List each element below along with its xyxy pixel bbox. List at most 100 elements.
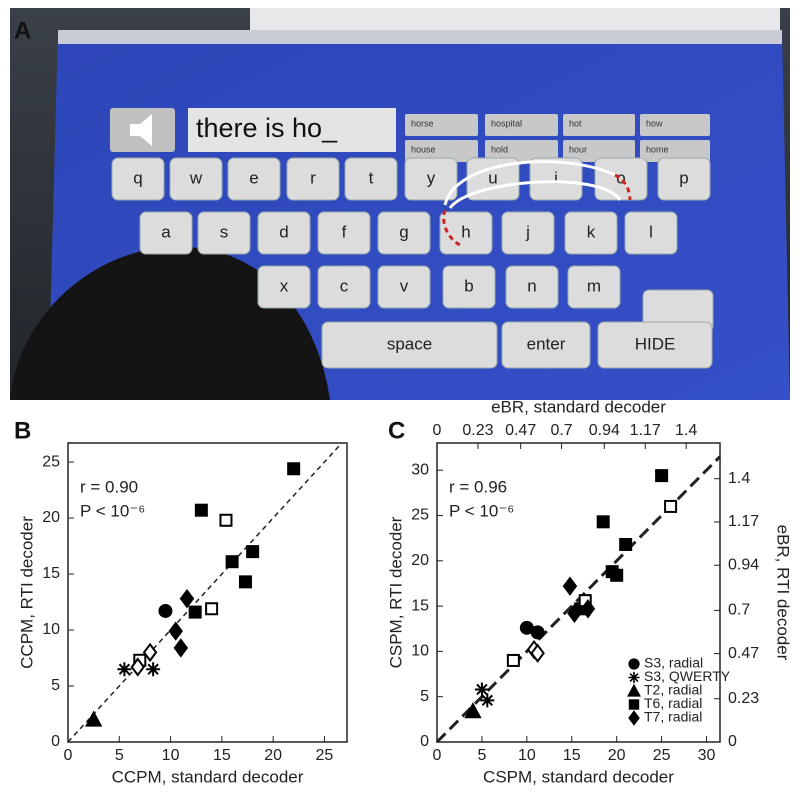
suggestion bbox=[405, 114, 478, 136]
y-tick-label: 25 bbox=[42, 453, 60, 470]
x2-tick-label: 0.47 bbox=[505, 422, 536, 439]
x-tick-label: 5 bbox=[115, 747, 124, 764]
point bbox=[158, 603, 173, 618]
x-axis-label: CCPM, standard decoder bbox=[112, 767, 304, 786]
key-label: g bbox=[399, 222, 408, 241]
x-axis-label: CSPM, standard decoder bbox=[483, 767, 674, 786]
key bbox=[404, 157, 458, 201]
point bbox=[219, 513, 233, 527]
x2-tick-label: 1.4 bbox=[675, 422, 697, 439]
key bbox=[197, 211, 251, 255]
legend-marker bbox=[627, 683, 641, 697]
key bbox=[501, 211, 555, 255]
key-label: enter bbox=[527, 334, 566, 353]
suggestion-label: house bbox=[411, 144, 436, 154]
point bbox=[168, 621, 183, 641]
annotation: P < 10⁻⁶ bbox=[449, 501, 514, 520]
y2-tick-label: 0.23 bbox=[728, 690, 759, 707]
legend-label: S3, radial bbox=[644, 655, 703, 671]
point bbox=[188, 605, 202, 619]
y-tick-label: 20 bbox=[411, 552, 429, 569]
key-label: s bbox=[220, 222, 229, 241]
x-tick-label: 10 bbox=[162, 747, 180, 764]
suggestion-label: home bbox=[646, 144, 669, 154]
key bbox=[344, 157, 398, 201]
key-label: d bbox=[279, 222, 288, 241]
key bbox=[257, 211, 311, 255]
key-label: h bbox=[461, 222, 470, 241]
point bbox=[238, 575, 252, 589]
key bbox=[257, 265, 311, 309]
annotation: r = 0.90 bbox=[80, 477, 138, 496]
key-label: f bbox=[342, 222, 347, 241]
key-label: w bbox=[189, 168, 203, 187]
point bbox=[480, 693, 495, 708]
point bbox=[205, 602, 219, 616]
identity-line bbox=[67, 442, 343, 743]
key bbox=[227, 157, 281, 201]
point bbox=[580, 599, 596, 619]
suggestion bbox=[563, 140, 635, 162]
key-label: k bbox=[587, 222, 596, 241]
key-label: o bbox=[616, 168, 625, 187]
legend-marker bbox=[628, 671, 640, 684]
point bbox=[596, 515, 610, 529]
y-axis-label: CSPM, RTI decoder bbox=[386, 516, 405, 668]
point bbox=[146, 662, 161, 677]
point bbox=[179, 588, 195, 609]
legend-marker bbox=[628, 658, 640, 670]
y-axis-label: CCPM, RTI decoder bbox=[17, 516, 36, 669]
suggestion-label: hold bbox=[491, 144, 508, 154]
point bbox=[225, 555, 239, 569]
point bbox=[474, 682, 489, 697]
x-tick-label: 5 bbox=[477, 747, 486, 764]
x-tick-label: 20 bbox=[608, 747, 626, 764]
suggestion-label: horse bbox=[411, 118, 434, 128]
y2-tick-label: 1.4 bbox=[728, 470, 750, 487]
x-tick-label: 20 bbox=[264, 747, 282, 764]
suggestion-label: how bbox=[646, 118, 663, 128]
key-label: space bbox=[387, 334, 432, 353]
point bbox=[619, 537, 633, 551]
y-tick-label: 5 bbox=[51, 677, 60, 694]
point bbox=[530, 625, 545, 640]
key-label: r bbox=[310, 168, 316, 187]
key-label: y bbox=[427, 168, 436, 187]
key bbox=[505, 265, 559, 309]
panel-label: B bbox=[14, 417, 31, 444]
key bbox=[567, 265, 621, 309]
y-tick-label: 15 bbox=[411, 597, 429, 614]
plot-frame bbox=[67, 442, 348, 743]
key bbox=[139, 211, 193, 255]
y2-tick-label: 0.47 bbox=[728, 645, 759, 662]
y2-tick-label: 1.17 bbox=[728, 513, 759, 530]
key bbox=[317, 265, 371, 309]
key bbox=[317, 211, 371, 255]
x-tick-label: 15 bbox=[213, 747, 231, 764]
x-tick-label: 10 bbox=[518, 747, 536, 764]
y2-tick-label: 0 bbox=[728, 733, 737, 750]
point bbox=[664, 499, 678, 513]
y-tick-label: 0 bbox=[51, 733, 60, 750]
legend-marker bbox=[628, 699, 640, 710]
key-label: u bbox=[488, 168, 497, 187]
suggestion bbox=[563, 114, 635, 136]
x-tick-label: 30 bbox=[698, 747, 716, 764]
point bbox=[562, 576, 578, 596]
key-label: e bbox=[249, 168, 258, 187]
y-tick-label: 10 bbox=[411, 643, 429, 660]
key bbox=[657, 157, 711, 201]
key-label: j bbox=[525, 222, 530, 241]
suggestion-label: hour bbox=[569, 144, 587, 154]
legend-label: T2, radial bbox=[644, 682, 702, 698]
annotation: P < 10⁻⁶ bbox=[80, 501, 145, 520]
key-label: n bbox=[527, 276, 536, 295]
key bbox=[529, 157, 583, 201]
point bbox=[194, 503, 208, 517]
key-label: i bbox=[554, 168, 558, 187]
point bbox=[464, 702, 482, 719]
y2-tick-label: 0.94 bbox=[728, 556, 759, 573]
key-label: HIDE bbox=[635, 334, 676, 353]
suggestion-label: hospital bbox=[491, 118, 522, 128]
legend-label: T6, radial bbox=[644, 695, 702, 711]
